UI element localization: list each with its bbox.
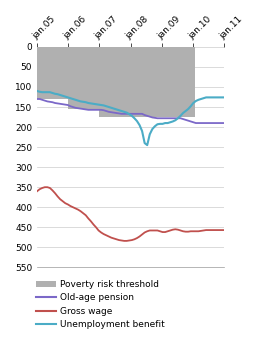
- Legend: Poverty risk threshold, Old-age pension, Gross wage, Unemployment benefit: Poverty risk threshold, Old-age pension,…: [32, 276, 169, 333]
